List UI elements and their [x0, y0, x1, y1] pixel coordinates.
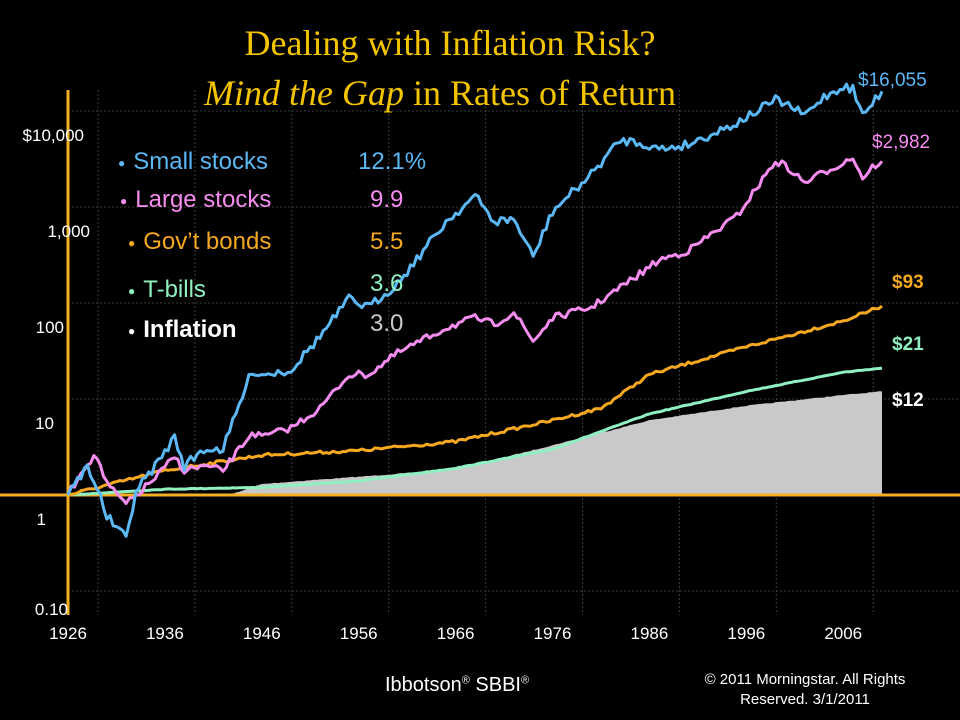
grid-lines — [68, 90, 960, 615]
x-tick-label: 1936 — [145, 624, 184, 643]
bullet-icon: ● — [120, 193, 128, 208]
legend-return-small-stocks: 12.1% — [358, 148, 427, 175]
chart-title-line-1: Dealing with Inflation Risk? — [244, 23, 656, 63]
y-tick-label: $10,000 — [22, 126, 84, 145]
legend-label: Large stocks — [135, 186, 272, 213]
footer-brand: Ibbotson® SBBI® — [385, 674, 529, 697]
end-value-tbills: $21 — [892, 334, 924, 355]
end-value-govt-bonds: $93 — [892, 272, 924, 293]
legend-label: Gov’t bonds — [143, 228, 272, 255]
legend-label: Small stocks — [133, 148, 268, 175]
x-tick-label: 1986 — [630, 624, 669, 643]
y-tick-label: 1,000 — [47, 222, 90, 241]
legend-label: T-bills — [143, 276, 206, 303]
legend-return-govt-bonds: 5.5 — [370, 228, 404, 255]
bullet-icon: ● — [128, 235, 136, 250]
legend-return-large-stocks: 9.9 — [370, 186, 404, 213]
legend-item-tbills: ● T-bills — [128, 276, 206, 304]
y-tick-label: 10 — [35, 414, 54, 433]
series-line-large-stocks — [66, 157, 884, 505]
brand-product: SBBI — [469, 674, 521, 696]
legend-return-inflation: 3.0 — [370, 310, 404, 337]
brand-registered-mark: ® — [461, 674, 470, 687]
bullet-icon: ● — [128, 283, 136, 298]
y-tick-label: 100 — [35, 318, 64, 337]
legend-item-small-stocks: ● Small stocks — [118, 148, 268, 176]
series-line-tbills — [67, 366, 883, 497]
series-lines — [66, 82, 884, 538]
chart-title-line-2: Mind the Gap in Rates of Return — [0, 72, 890, 114]
y-tick-label: 1 — [36, 510, 46, 529]
legend-item-govt-bonds: ● Gov’t bonds — [128, 228, 271, 256]
end-value-small-stocks: $16,055 — [858, 70, 927, 91]
end-value-large-stocks: $2,982 — [872, 132, 931, 153]
title-rest: in Rates of Return — [404, 73, 676, 113]
x-tick-label: 1946 — [242, 624, 281, 643]
legend-item-large-stocks: ● Large stocks — [120, 186, 271, 214]
x-tick-label: 2006 — [824, 624, 863, 643]
title-emphasis: Mind the Gap — [204, 73, 404, 113]
legend-item-inflation: ● Inflation — [128, 316, 237, 344]
x-tick-label: 1956 — [339, 624, 378, 643]
x-tick-label: 1976 — [533, 624, 572, 643]
brand-registered-mark: ® — [520, 674, 530, 687]
x-tick-label: 1996 — [727, 624, 766, 643]
brand-name: Ibbotson — [385, 674, 462, 696]
bullet-icon: ● — [118, 155, 126, 170]
x-tick-label: 1926 — [49, 624, 87, 643]
end-value-inflation: $12 — [892, 390, 924, 411]
legend-label: Inflation — [143, 316, 237, 343]
copyright-line: © 2011 Morningstar. All Rights — [704, 671, 906, 688]
bullet-icon: ● — [128, 323, 136, 338]
copyright-line: Reserved. 3/1/2011 — [740, 691, 870, 708]
copyright-notice: © 2011 Morningstar. All Rights Reserved.… — [670, 670, 940, 710]
series-line-small-stocks — [66, 82, 884, 538]
legend-return-tbills: 3.6 — [370, 270, 404, 297]
inflation-area — [68, 391, 882, 495]
x-tick-label: 1966 — [436, 624, 475, 643]
y-tick-label: 0.10 — [34, 600, 68, 619]
